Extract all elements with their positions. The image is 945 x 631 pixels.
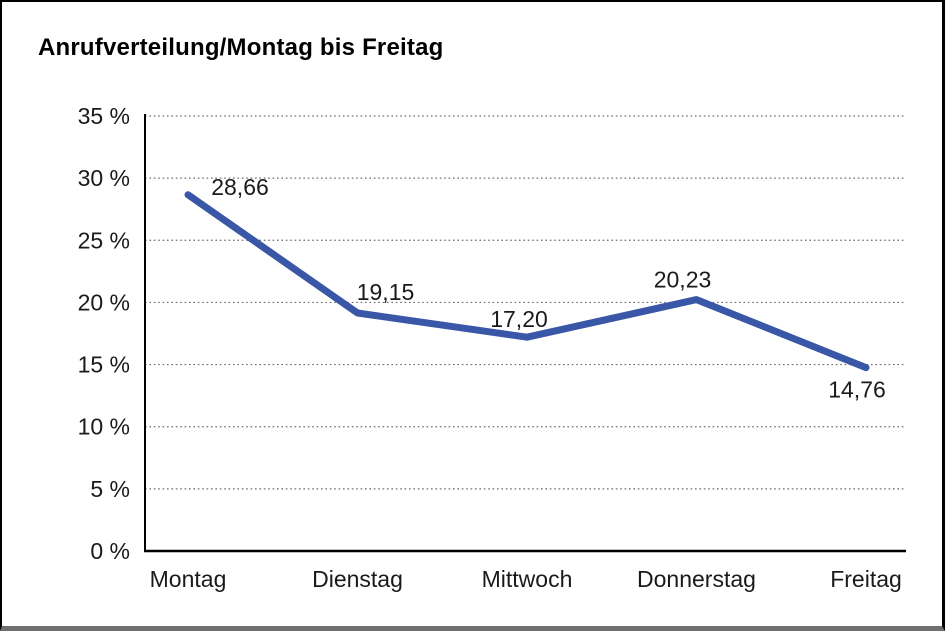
y-tick-label: 0 %	[90, 538, 130, 564]
y-tick-label: 10 %	[78, 414, 130, 440]
y-tick-label: 15 %	[78, 352, 130, 378]
data-label: 17,20	[490, 306, 548, 332]
x-tick-label: Freitag	[830, 566, 902, 592]
data-label: 19,15	[357, 279, 415, 305]
data-label: 20,23	[654, 267, 712, 293]
data-line	[184, 191, 870, 372]
y-tick-label: 5 %	[90, 476, 130, 502]
y-tick-label: 20 %	[78, 289, 130, 315]
data-label: 14,76	[828, 377, 886, 403]
data-label: 28,66	[211, 174, 269, 200]
y-tick-label: 35 %	[78, 103, 130, 129]
y-tick-label: 30 %	[78, 165, 130, 191]
x-tick-label: Donnerstag	[637, 566, 756, 592]
chart-title: Anrufverteilung/Montag bis Freitag	[38, 34, 444, 61]
x-tick-label: Dienstag	[312, 566, 403, 592]
x-tick-label: Mittwoch	[482, 566, 573, 592]
x-tick-label: Montag	[150, 566, 227, 592]
y-tick-label: 25 %	[78, 227, 130, 253]
